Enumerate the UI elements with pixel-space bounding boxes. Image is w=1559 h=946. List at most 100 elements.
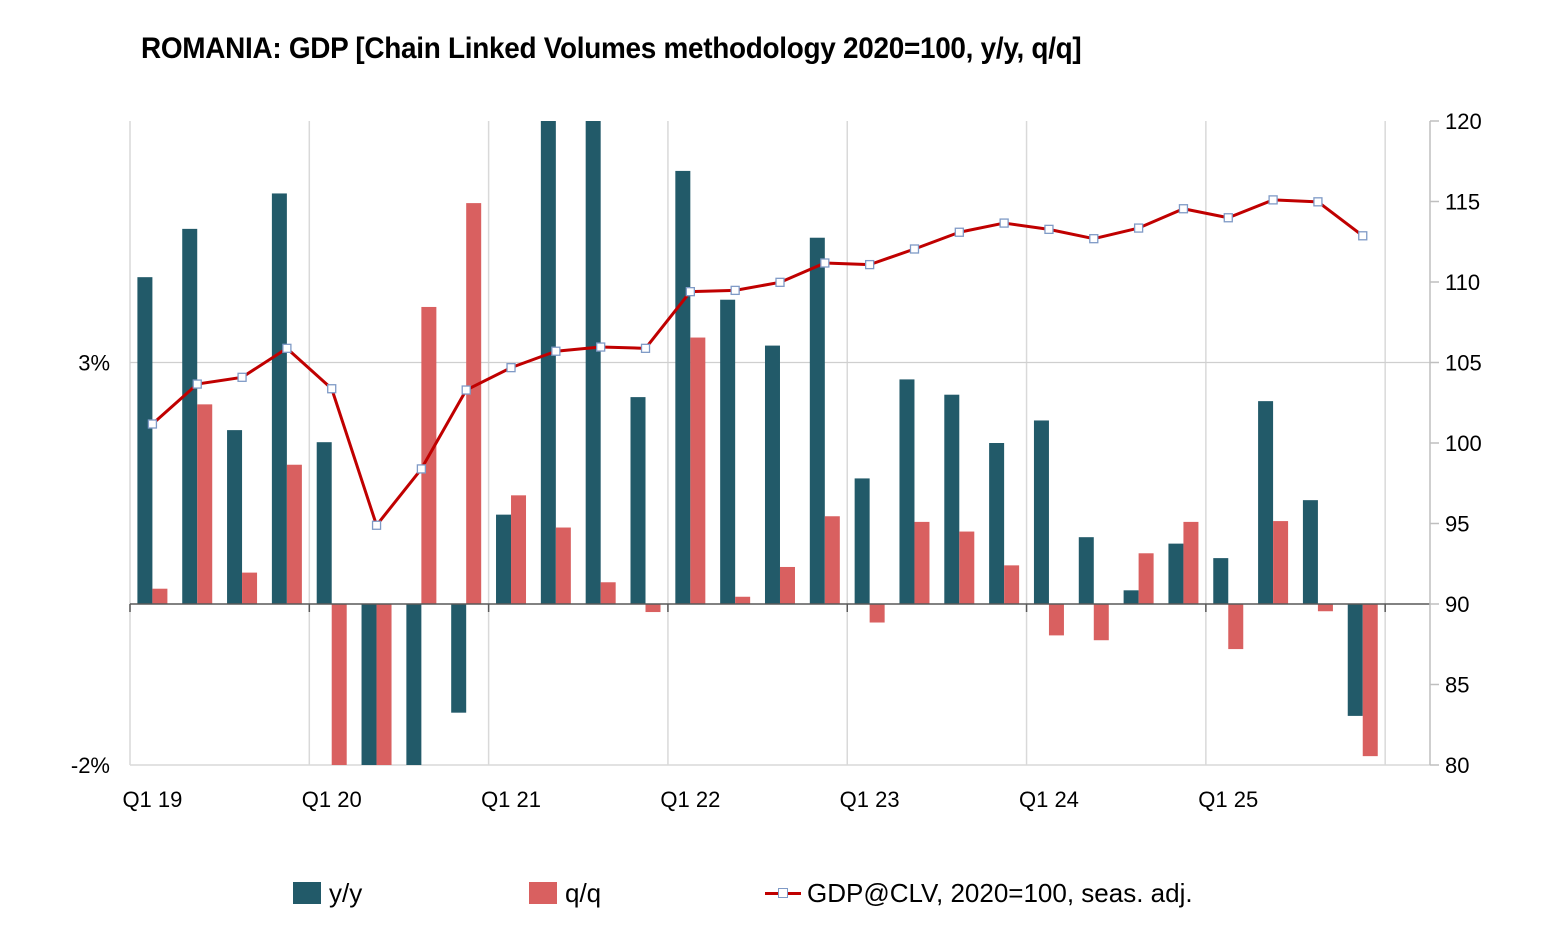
gdp-marker-q2-21 xyxy=(551,346,561,356)
bar-yy-q2-20 xyxy=(361,604,377,765)
gdp-marker-q1-22 xyxy=(685,287,695,297)
legend-line-marker-icon xyxy=(765,882,801,904)
grid-layer xyxy=(129,121,1430,766)
legend-item-yy: y/y xyxy=(293,873,362,913)
bar-qq-q4-24 xyxy=(1183,521,1199,604)
gdp-marker-q4-25 xyxy=(1358,231,1368,241)
left-axis-tick-label: 3% xyxy=(78,351,110,376)
right-axis-tick-label: 95 xyxy=(1445,512,1469,537)
bar-qq-q2-25 xyxy=(1273,521,1289,604)
gdp-marker-q4-20 xyxy=(461,385,471,395)
legend-item-gdp: GDP@CLV, 2020=100, seas. adj. xyxy=(765,873,1193,913)
gdp-marker-q2-22 xyxy=(730,285,740,296)
bar-qq-q2-20 xyxy=(376,604,392,765)
bar-yy-q1-20 xyxy=(316,442,332,604)
bar-qq-q3-24 xyxy=(1138,553,1154,604)
gdp-marker-q4-22 xyxy=(820,258,830,268)
bar-yy-q1-25 xyxy=(1213,558,1229,604)
bar-yy-q1-24 xyxy=(1033,420,1049,604)
bar-qq-q3-21 xyxy=(600,582,616,604)
right-axis-tick-label: 120 xyxy=(1445,109,1482,134)
right-axis-tick-label: 105 xyxy=(1445,351,1482,376)
bar-yy-q4-21 xyxy=(630,397,646,604)
gdp-marker-q3-24 xyxy=(1133,223,1144,233)
x-axis-tick-label: Q1 23 xyxy=(840,787,900,812)
bar-qq-q1-20 xyxy=(331,604,347,765)
bar-yy-q3-21 xyxy=(585,121,601,604)
bar-qq-q2-21 xyxy=(555,527,571,604)
bar-yy-q2-23 xyxy=(899,379,915,604)
bar-qq-q1-23 xyxy=(869,604,885,623)
bar-qq-q2-24 xyxy=(1093,604,1109,641)
chart-title: ROMANIA: GDP [Chain Linked Volumes metho… xyxy=(141,32,1082,65)
bar-qq-q4-21 xyxy=(645,604,661,613)
right-axis-tick-label: 100 xyxy=(1445,431,1482,456)
bar-qq-q3-22 xyxy=(779,566,795,604)
gdp-marker-q2-25 xyxy=(1268,195,1278,205)
bar-yy-q2-25 xyxy=(1258,401,1274,604)
bar-qq-q2-22 xyxy=(735,596,751,604)
bar-yy-q4-19 xyxy=(271,193,287,604)
bar-yy-q1-23 xyxy=(854,478,870,604)
gdp-marker-q1-24 xyxy=(1044,224,1054,235)
gdp-marker-q2-23 xyxy=(909,244,920,254)
gdp-clv-line xyxy=(151,198,1364,527)
bar-qq-q2-23 xyxy=(914,521,930,604)
bar-yy-q1-19 xyxy=(137,277,153,604)
bar-yy-q2-24 xyxy=(1078,537,1094,604)
legend-item-qq: q/q xyxy=(529,873,601,913)
x-axis-tick-label: Q1 24 xyxy=(1019,787,1079,812)
right-axis-tick-label: 80 xyxy=(1445,753,1469,778)
bar-yy-q3-23 xyxy=(944,394,960,604)
bar-qq-q4-20 xyxy=(466,203,482,605)
bar-yy-q2-21 xyxy=(540,121,556,604)
x-axis-tick-label: Q1 21 xyxy=(481,787,541,812)
bar-yy-q1-21 xyxy=(496,514,512,604)
gdp-marker-q1-23 xyxy=(865,259,875,270)
legend-label-yy: y/y xyxy=(329,877,363,908)
bar-layer xyxy=(137,121,1378,765)
gdp-marker-q4-19 xyxy=(282,343,292,353)
legend-label-gdp: GDP@CLV, 2020=100, seas. adj. xyxy=(807,877,1193,908)
gdp-marker-q2-20 xyxy=(371,520,382,530)
x-axis-tick-label: Q1 25 xyxy=(1198,787,1258,812)
gdp-marker-q1-21 xyxy=(506,363,516,373)
gdp-marker-q1-25 xyxy=(1223,213,1233,223)
gdp-marker-q3-25 xyxy=(1313,197,1323,207)
bar-qq-q1-24 xyxy=(1048,604,1064,636)
left-axis-tick-label: -2% xyxy=(71,753,110,778)
bar-qq-q4-19 xyxy=(286,464,302,604)
legend-label-qq: q/q xyxy=(565,877,602,908)
line-layer xyxy=(147,195,1368,530)
bar-yy-q3-25 xyxy=(1302,500,1318,604)
bar-qq-q4-23 xyxy=(1004,565,1020,604)
label-layer: 120 115 110 105 100 95 90 85 80 3% -2% Q1 19 Q1 20 Q1… xyxy=(71,109,1482,812)
gdp-marker-q3-23 xyxy=(954,227,964,237)
gdp-marker-q1-19 xyxy=(147,419,158,429)
bar-yy-q4-23 xyxy=(989,443,1005,604)
bar-qq-q3-25 xyxy=(1317,604,1333,612)
x-axis-tick-label: Q1 22 xyxy=(660,787,720,812)
legend-swatch-yy xyxy=(293,882,321,904)
bar-qq-q2-19 xyxy=(197,404,213,604)
gdp-marker-q2-19 xyxy=(192,379,202,389)
axis-layer xyxy=(129,120,1439,766)
bar-yy-q4-22 xyxy=(809,237,825,604)
x-axis-tick-label: Q1 19 xyxy=(122,787,182,812)
gdp-marker-q4-21 xyxy=(640,343,651,353)
bar-qq-q3-23 xyxy=(959,531,975,604)
bar-qq-q1-25 xyxy=(1228,604,1244,650)
gdp-marker-q4-24 xyxy=(1178,204,1189,214)
gdp-marker-q2-24 xyxy=(1089,234,1099,244)
bar-yy-q2-19 xyxy=(182,228,198,604)
gdp-marker-q3-20 xyxy=(416,464,427,474)
right-axis-tick-label: 115 xyxy=(1445,190,1480,215)
bar-yy-q3-20 xyxy=(406,604,422,765)
gdp-marker-q3-21 xyxy=(596,342,606,352)
gdp-marker-q3-19 xyxy=(237,372,247,382)
gdp-marker-q1-20 xyxy=(327,384,337,394)
bar-qq-q4-22 xyxy=(824,516,840,604)
right-axis-tick-label: 90 xyxy=(1445,592,1469,617)
gdp-marker-q4-23 xyxy=(999,218,1009,228)
